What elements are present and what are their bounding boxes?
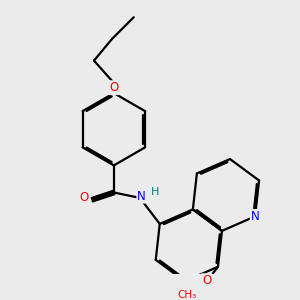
Text: CH₃: CH₃ xyxy=(177,290,196,300)
Text: O: O xyxy=(80,191,89,204)
Text: O: O xyxy=(109,81,119,94)
Text: N: N xyxy=(251,210,260,223)
Text: N: N xyxy=(137,190,146,202)
Text: H: H xyxy=(151,188,159,197)
Text: O: O xyxy=(202,274,211,287)
